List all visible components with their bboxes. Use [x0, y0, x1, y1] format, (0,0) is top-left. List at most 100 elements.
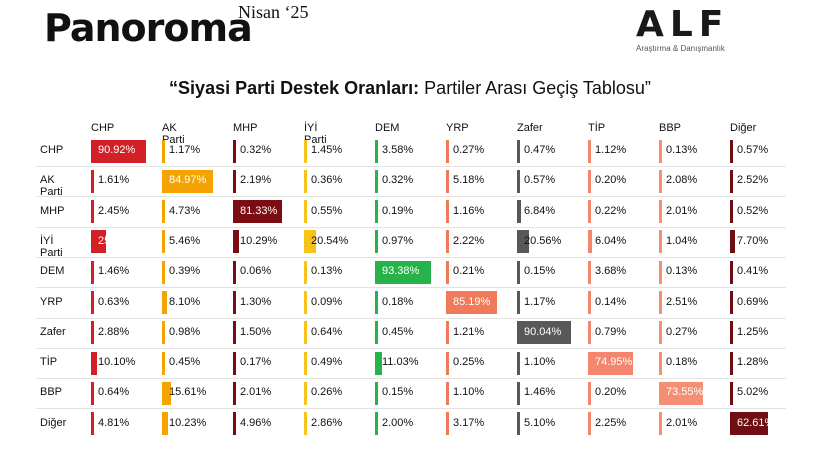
- value-bar: [446, 230, 449, 254]
- value-label: 5.10%: [524, 416, 556, 429]
- value-label: 85.19%: [453, 295, 491, 308]
- issue-date: Nisan ‘25: [238, 2, 309, 22]
- value-label: 1.50%: [240, 325, 272, 338]
- row-divider: [36, 196, 786, 198]
- value-bar: [730, 230, 735, 254]
- value-label: 0.41%: [737, 265, 769, 278]
- value-bar: [233, 351, 236, 375]
- value-bar: [162, 200, 165, 224]
- value-label: 7.70%: [737, 234, 769, 247]
- value-label: 3.68%: [595, 265, 627, 278]
- value-bar: [659, 291, 662, 314]
- value-label: 1.10%: [524, 356, 556, 369]
- value-bar: [730, 321, 733, 345]
- value-label: 2.88%: [98, 325, 130, 338]
- value-bar: [162, 230, 166, 254]
- value-label: 4.96%: [240, 416, 272, 429]
- row-header: MHP: [40, 204, 65, 217]
- row-header: İYİ Parti: [40, 234, 63, 259]
- value-bar: [588, 169, 591, 193]
- value-bar: [588, 200, 591, 224]
- value-bar: [233, 139, 236, 163]
- value-bar: [730, 412, 768, 436]
- row-header: AK Parti: [40, 174, 63, 199]
- value-label: 0.97%: [382, 234, 414, 247]
- value-bar: [304, 291, 307, 314]
- value-label: 0.20%: [595, 174, 627, 187]
- value-label: 1.04%: [666, 234, 698, 247]
- value-bar: [446, 321, 449, 345]
- value-bar: [659, 230, 662, 254]
- value-label: 1.17%: [169, 144, 201, 156]
- column-header: MHP: [233, 122, 258, 134]
- value-bar: [588, 321, 591, 345]
- row-divider: [36, 317, 786, 319]
- value-bar: [375, 321, 378, 345]
- row-header: YRP: [40, 295, 63, 308]
- value-bar: [517, 139, 520, 163]
- row-divider: [36, 166, 786, 167]
- value-label: 0.27%: [453, 144, 485, 156]
- value-label: 1.17%: [524, 295, 556, 308]
- value-label: 20.56%: [524, 234, 562, 247]
- value-label: 0.19%: [382, 204, 414, 217]
- value-label: 5.18%: [453, 174, 485, 187]
- value-bar: [233, 291, 236, 314]
- row-divider: [36, 378, 786, 380]
- value-bar: [588, 381, 591, 405]
- logo-mark: ALF: [636, 4, 730, 45]
- value-label: 93.38%: [382, 265, 420, 278]
- row-header: Zafer: [40, 325, 66, 338]
- value-label: 1.61%: [98, 174, 130, 187]
- value-label: 1.25%: [737, 325, 769, 338]
- value-bar: [91, 351, 98, 375]
- value-label: 62.61%: [737, 416, 775, 429]
- value-label: 0.27%: [666, 325, 698, 338]
- value-bar: [304, 381, 307, 405]
- value-bar: [375, 169, 378, 193]
- value-bar: [659, 321, 662, 345]
- value-label: 10.29%: [240, 234, 278, 247]
- value-bar: [91, 200, 94, 224]
- value-label: 1.10%: [453, 386, 485, 399]
- value-label: 0.21%: [453, 265, 485, 278]
- value-label: 2.22%: [453, 234, 485, 247]
- value-label: 5.46%: [169, 234, 201, 247]
- value-label: 0.09%: [311, 295, 343, 308]
- value-label: 0.15%: [524, 265, 556, 278]
- value-bar: [517, 230, 530, 254]
- value-label: 0.32%: [382, 174, 414, 187]
- value-label: 4.73%: [169, 204, 201, 217]
- value-bar: [517, 412, 521, 436]
- value-label: 73.55%: [666, 386, 704, 399]
- value-bar: [162, 291, 167, 314]
- value-label: 0.47%: [524, 144, 556, 156]
- value-bar: [517, 381, 520, 405]
- value-label: 0.45%: [382, 325, 414, 338]
- column-header: İYİ Parti: [304, 122, 327, 146]
- value-bar: [162, 381, 172, 405]
- value-label: 0.49%: [311, 356, 343, 369]
- value-bar: [730, 169, 733, 193]
- value-bar: [162, 412, 169, 436]
- value-label: 0.45%: [169, 356, 201, 369]
- value-label: 2.52%: [737, 174, 769, 187]
- value-bar: [517, 169, 520, 193]
- value-label: 6.04%: [595, 234, 627, 247]
- value-bar: [659, 169, 662, 193]
- value-bar: [517, 291, 520, 314]
- value-label: 15.61%: [169, 386, 207, 399]
- value-label: 25.18%: [98, 234, 136, 247]
- column-header: CHP: [91, 122, 115, 134]
- value-bar: [91, 291, 94, 314]
- chart-title: “Siyasi Parti Destek Oranları: Partiler …: [0, 78, 820, 99]
- value-bar: [659, 200, 662, 224]
- column-header: AK Parti: [162, 122, 185, 146]
- row-divider: [36, 408, 786, 410]
- value-label: 4.81%: [98, 416, 130, 429]
- value-bar: [659, 139, 662, 163]
- value-bar: [517, 321, 571, 345]
- value-bar: [91, 381, 94, 405]
- row-divider: [36, 226, 786, 228]
- value-bar: [91, 230, 107, 254]
